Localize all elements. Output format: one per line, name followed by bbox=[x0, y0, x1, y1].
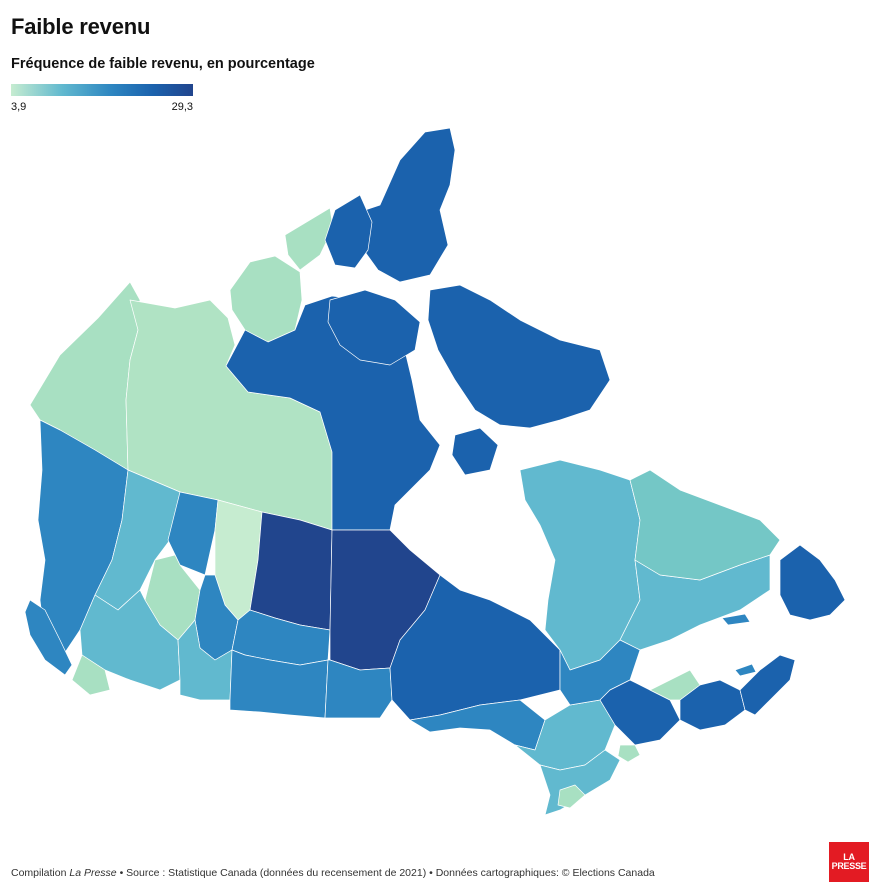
map-title: Faible revenu bbox=[11, 14, 151, 39]
region-saskatchewan-north[interactable] bbox=[249, 511, 333, 631]
region-nwt-arctic-islands[interactable] bbox=[229, 255, 303, 343]
region-labrador[interactable] bbox=[629, 469, 781, 581]
region-nova-scotia[interactable] bbox=[739, 654, 796, 716]
region-pei[interactable] bbox=[734, 663, 757, 677]
source-credit: Compilation La Presse • Source : Statist… bbox=[11, 867, 655, 879]
region-newfoundland[interactable] bbox=[779, 544, 846, 621]
logo-line1: LA bbox=[843, 852, 855, 862]
region-nunavut-ellesmere-west[interactable] bbox=[324, 194, 373, 269]
credit-suffix: • Source : Statistique Canada (données d… bbox=[116, 867, 655, 879]
region-anticosti[interactable] bbox=[721, 613, 751, 626]
region-nunavut-high-arctic[interactable] bbox=[349, 127, 456, 283]
region-southampton-island[interactable] bbox=[451, 427, 499, 476]
region-nunavut-central-islands[interactable] bbox=[327, 289, 421, 366]
region-baffin-island[interactable] bbox=[427, 284, 611, 429]
credit-publication: La Presse bbox=[69, 867, 117, 879]
legend-color-scale bbox=[11, 84, 193, 96]
region-ontario-golden-horseshoe[interactable] bbox=[557, 784, 586, 809]
la-presse-logo[interactable]: LA PRESSE bbox=[829, 842, 869, 882]
region-bc-lower-mainland[interactable] bbox=[71, 654, 111, 696]
credit-prefix: Compilation bbox=[11, 867, 70, 879]
region-vancouver-island[interactable] bbox=[24, 599, 73, 676]
legend-min-label: 3,9 bbox=[11, 101, 27, 113]
region-quebec-south[interactable] bbox=[599, 679, 681, 746]
logo-line2: PRESSE bbox=[831, 861, 867, 871]
canada-choropleth-map bbox=[24, 127, 846, 816]
map-subtitle: Fréquence de faible revenu, en pourcenta… bbox=[11, 56, 315, 72]
legend-max-label: 29,3 bbox=[171, 101, 193, 113]
region-quebec-montreal[interactable] bbox=[617, 744, 641, 763]
